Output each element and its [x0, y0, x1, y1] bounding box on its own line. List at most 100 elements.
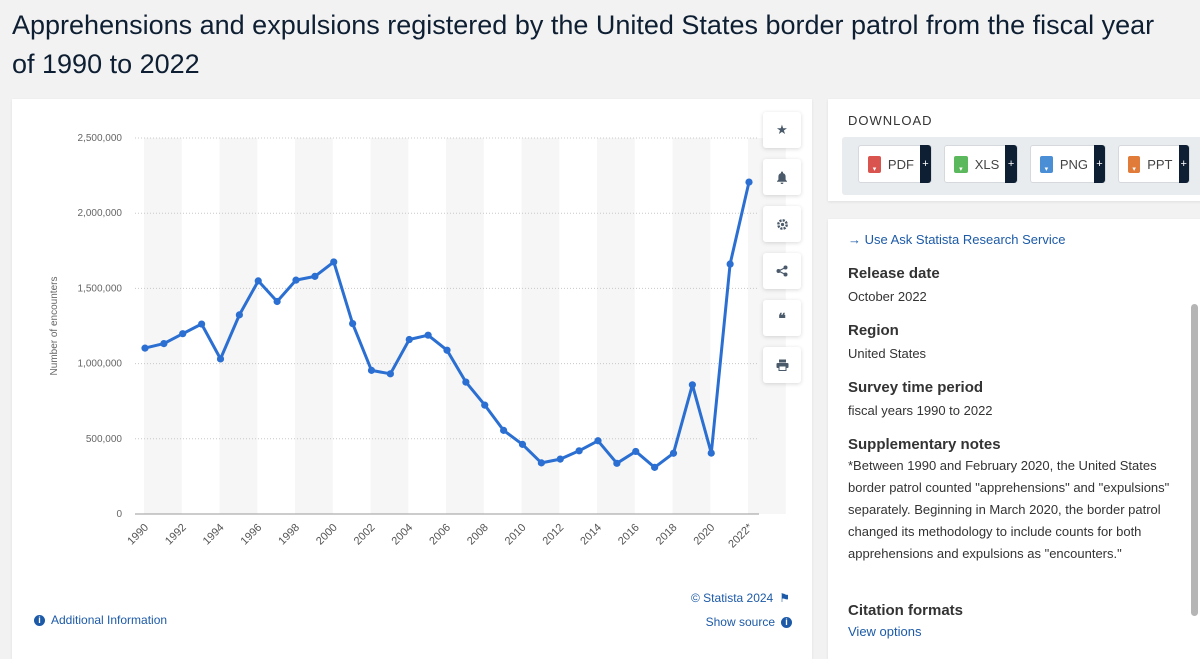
x-tick-label: 2006 — [427, 522, 453, 548]
survey-value: fiscal years 1990 to 2022 — [848, 403, 993, 418]
print-icon[interactable] — [763, 347, 801, 383]
data-point — [367, 366, 376, 374]
data-point — [273, 297, 281, 306]
release-date-section: Release date October 2022 — [848, 265, 1178, 308]
y-tick-label: 1,000,000 — [78, 359, 123, 370]
x-tick-label: 2010 — [503, 522, 529, 548]
ask-statista-link[interactable]: → Use Ask Statista Research Service — [848, 232, 1066, 247]
data-point — [386, 370, 394, 378]
data-point — [254, 277, 262, 285]
quote-icon[interactable]: ❝ — [763, 300, 801, 336]
x-tick-label: 1994 — [201, 522, 227, 548]
chart-toolbar: ★ ❝ — [763, 112, 801, 394]
data-point — [556, 455, 564, 463]
download-pdf-button[interactable]: ▾ PDF + — [858, 145, 932, 183]
gear-icon[interactable] — [763, 206, 801, 242]
download-ppt-button[interactable]: ▾ PPT + — [1118, 145, 1190, 183]
data-point — [179, 330, 187, 338]
share-icon[interactable] — [763, 253, 801, 289]
x-tick-label: 1990 — [125, 522, 151, 548]
data-point — [311, 272, 319, 280]
column-band — [144, 138, 182, 514]
info-icon: i — [34, 614, 45, 626]
flag-icon: ⚑ — [779, 591, 790, 605]
view-options-link[interactable]: View options — [848, 624, 922, 639]
scrollbar[interactable] — [1191, 304, 1198, 616]
column-band — [295, 138, 333, 514]
notes-value: *Between 1990 and February 2020, the Uni… — [848, 458, 1170, 561]
download-panel: DOWNLOAD ▾ PDF + ▾ XLS + ▾ PNG + ▾ PPT + — [828, 99, 1200, 201]
show-source-link[interactable]: Show source i — [706, 615, 792, 629]
notes-label: Supplementary notes — [848, 436, 1001, 453]
x-tick-label: 1998 — [276, 522, 302, 548]
download-png-button[interactable]: ▾ PNG + — [1030, 145, 1106, 183]
region-section: Region United States — [848, 322, 1178, 365]
x-tick-label: 2022* — [726, 521, 755, 550]
y-tick-label: 500,000 — [86, 434, 123, 445]
page-title: Apprehensions and expulsions registered … — [12, 10, 1155, 79]
data-point — [575, 447, 583, 455]
y-tick-label: 2,000,000 — [78, 208, 123, 219]
x-tick-label: 2002 — [352, 522, 378, 548]
line-chart: 0 500,000 1,000,000 1,500,000 2,000,000 2,500… — [49, 133, 786, 550]
data-point — [349, 319, 357, 328]
survey-section: Survey time period fiscal years 1990 to … — [848, 379, 1178, 422]
data-point — [292, 276, 300, 284]
x-tick-label: 1996 — [239, 522, 265, 548]
xls-file-icon: ▾ — [954, 155, 968, 173]
data-point — [745, 178, 753, 186]
data-point — [518, 440, 527, 448]
column-band — [446, 138, 484, 514]
y-axis-label: Number of encounters — [49, 277, 60, 376]
column-band — [370, 138, 409, 514]
star-icon[interactable]: ★ — [763, 112, 801, 148]
y-tick-label: 0 — [116, 509, 122, 520]
column-band — [597, 138, 635, 514]
data-point — [424, 331, 432, 339]
y-tick-label: 1,500,000 — [78, 283, 123, 294]
data-point — [216, 355, 225, 363]
bell-icon[interactable] — [763, 159, 801, 195]
citation-label: Citation formats — [848, 602, 964, 619]
png-file-icon: ▾ — [1040, 155, 1053, 173]
meta-panel: → Use Ask Statista Research Service Rele… — [828, 219, 1200, 659]
download-xls-button[interactable]: ▾ XLS + — [944, 145, 1018, 183]
additional-info-link[interactable]: i Additional Information — [34, 613, 167, 627]
data-point — [632, 447, 640, 456]
show-source-label: Show source — [705, 615, 775, 629]
pdf-file-icon: ▾ — [868, 155, 881, 173]
plus-icon: + — [1178, 145, 1189, 183]
notes-section: Supplementary notes *Between 1990 and Fe… — [848, 436, 1178, 565]
data-point — [688, 381, 696, 389]
x-tick-label: 2018 — [654, 522, 680, 548]
x-tick-label: 2014 — [578, 522, 604, 548]
data-point — [707, 449, 715, 457]
region-value: United States — [848, 346, 927, 361]
data-point — [141, 344, 149, 352]
plus-icon: + — [919, 145, 931, 183]
plus-icon: + — [1005, 145, 1017, 183]
data-point — [462, 378, 470, 386]
data-point — [726, 260, 734, 268]
x-tick-label: 2004 — [390, 522, 416, 548]
data-point — [443, 346, 451, 354]
data-point — [235, 311, 243, 319]
data-point — [160, 339, 168, 348]
x-tick-label: 2000 — [314, 522, 340, 548]
y-tick-label: 2,500,000 — [78, 133, 123, 144]
x-tick-label: 2012 — [541, 522, 567, 548]
credit-text: © Statista 2024 — [691, 591, 774, 605]
data-point — [669, 449, 678, 457]
ppt-file-icon: ▾ — [1128, 155, 1141, 173]
column-band — [521, 138, 560, 514]
chart-card: 0 500,000 1,000,000 1,500,000 2,000,000 2,500… — [12, 99, 812, 659]
release-date-value: October 2022 — [848, 289, 927, 304]
x-tick-label: 2008 — [465, 522, 491, 548]
data-point — [405, 335, 413, 344]
additional-info-label: Additional Information — [51, 613, 168, 627]
statista-credit[interactable]: © Statista 2024 ⚑ — [691, 591, 790, 605]
download-png-label: PNG — [1059, 156, 1088, 172]
data-point — [198, 320, 206, 328]
download-ppt-label: PPT — [1147, 156, 1173, 172]
release-date-label: Release date — [848, 265, 940, 282]
